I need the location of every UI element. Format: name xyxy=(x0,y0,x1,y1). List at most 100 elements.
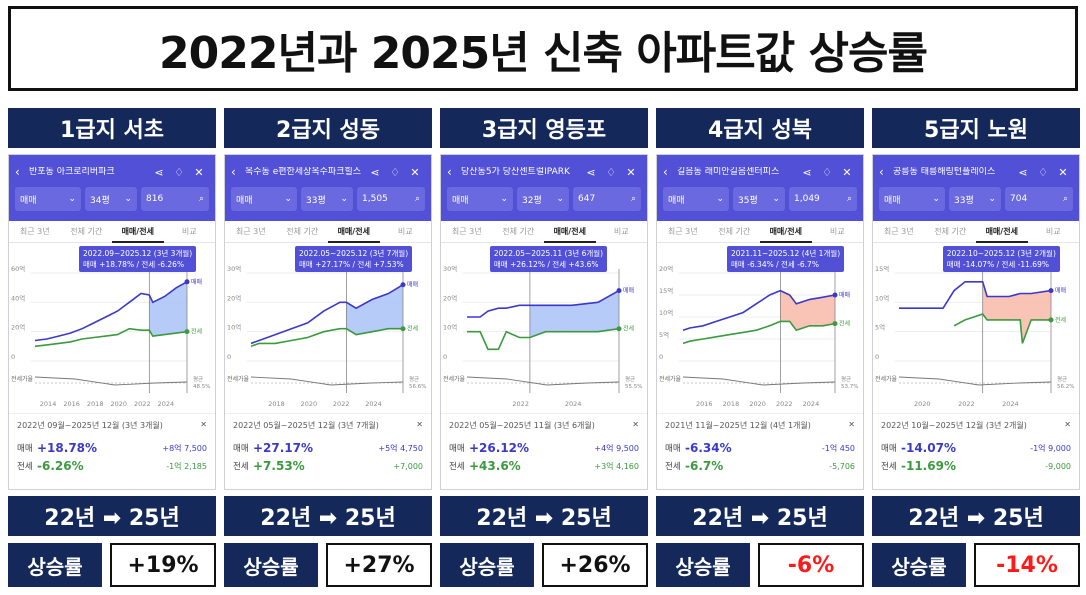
tab[interactable]: 최근 3년 xyxy=(19,226,50,236)
share-icon[interactable]: ⋖ xyxy=(370,165,380,179)
close-icon[interactable]: ✕ xyxy=(1058,165,1068,179)
share-icon[interactable]: ⋖ xyxy=(802,165,812,179)
trade-type-value: 매매 xyxy=(668,195,685,206)
sale-change-row: 매매 +27.17% +5억 4,750 xyxy=(233,439,423,457)
tab[interactable]: 전체 기간 xyxy=(502,226,535,236)
bell-icon[interactable]: ♢ xyxy=(174,165,184,179)
share-icon[interactable]: ⋖ xyxy=(1018,165,1028,179)
listings-search[interactable]: 816 ⌕ xyxy=(141,187,209,211)
range-fill-area xyxy=(149,281,187,337)
tab[interactable]: 매매/전세 xyxy=(112,221,164,243)
series-label: 전세 xyxy=(191,328,202,336)
close-icon[interactable]: ✕ xyxy=(842,165,852,179)
bell-icon[interactable]: ♢ xyxy=(390,165,400,179)
tab[interactable]: 전체 기간 xyxy=(934,226,967,236)
back-icon[interactable]: ‹ xyxy=(447,165,452,179)
close-icon[interactable]: ✕ xyxy=(200,420,207,429)
chevron-down-icon: ⌄ xyxy=(932,194,940,204)
bell-icon[interactable]: ♢ xyxy=(822,165,832,179)
trade-type-value: 매매 xyxy=(884,195,901,206)
tab[interactable]: 비교 xyxy=(397,226,413,236)
back-icon[interactable]: ‹ xyxy=(663,165,668,179)
series-label: 전세 xyxy=(1055,316,1066,324)
rate-row: 상승률 -6% xyxy=(656,543,864,587)
tab[interactable]: 비교 xyxy=(613,226,629,236)
jeonse-rate-line xyxy=(250,376,404,386)
rate-value: -14% xyxy=(974,543,1080,587)
listings-search[interactable]: 647 ⌕ xyxy=(573,187,641,211)
back-icon[interactable]: ‹ xyxy=(231,165,236,179)
change-summary: 2022년 10월~2025년 12월 (3년 2개월) ✕ 매매 -14.07% -1… xyxy=(873,413,1079,489)
back-icon[interactable]: ‹ xyxy=(879,165,884,179)
tab[interactable]: 비교 xyxy=(829,226,845,236)
x-tick-label: 2018 xyxy=(723,400,740,408)
share-icon[interactable]: ⋖ xyxy=(586,165,596,179)
jeonse-rate-line xyxy=(682,376,836,386)
y-tick-label: 10억 xyxy=(875,294,889,302)
series-end-point xyxy=(1048,288,1054,294)
tab[interactable]: 매매/전세 xyxy=(544,221,596,243)
x-tick-label: 2022 xyxy=(333,400,350,408)
series-label: 매매 xyxy=(407,281,418,289)
size-select[interactable]: 33평 ⌄ xyxy=(301,187,353,211)
listings-search[interactable]: 1,505 ⌕ xyxy=(357,187,425,211)
jeonse-change-pct: -6.7% xyxy=(685,459,724,473)
sale-label: 매매 xyxy=(665,444,681,454)
listings-search[interactable]: 1,049 ⌕ xyxy=(789,187,857,211)
tab[interactable]: 전체 기간 xyxy=(70,226,103,236)
size-select[interactable]: 32평 ⌄ xyxy=(517,187,569,211)
tooltip-values: 매매 +26.12% / 전세 +43.6% xyxy=(493,260,599,269)
size-select[interactable]: 35평 ⌄ xyxy=(733,187,785,211)
share-icon[interactable]: ⋖ xyxy=(154,165,164,179)
x-tick-label: 2020 xyxy=(110,400,127,408)
sale-change-amount: +5억 4,750 xyxy=(378,443,423,453)
tab[interactable]: 전체 기간 xyxy=(286,226,319,236)
tab[interactable]: 최근 3년 xyxy=(883,226,914,236)
close-icon[interactable]: ✕ xyxy=(848,420,855,429)
rate-label: 상승률 xyxy=(224,543,318,587)
trade-type-select[interactable]: 매매 ⌄ xyxy=(447,187,513,211)
apartment-name: 길음동 래미안길음센터피스 xyxy=(677,166,780,177)
jeonse-label: 전세 xyxy=(665,462,681,472)
sale-change-pct: -6.34% xyxy=(685,441,732,455)
trade-type-select[interactable]: 매매 ⌄ xyxy=(879,187,945,211)
tab[interactable]: 최근 3년 xyxy=(235,226,266,236)
tab[interactable]: 전체 기간 xyxy=(718,226,751,236)
rate-row: 상승률 +26% xyxy=(440,543,648,587)
trade-type-select[interactable]: 매매 ⌄ xyxy=(231,187,297,211)
close-icon[interactable]: ✕ xyxy=(626,165,636,179)
close-icon[interactable]: ✕ xyxy=(194,165,204,179)
summary-header: 2022년 10월~2025년 12월 (3년 2개월) ✕ xyxy=(881,420,1071,431)
avg-label: 평균 xyxy=(409,376,419,383)
sale-change-amount: -1억 450 xyxy=(821,443,855,453)
district-tier-header: 4급지 성북 xyxy=(656,108,864,148)
close-icon[interactable]: ✕ xyxy=(410,165,420,179)
close-icon[interactable]: ✕ xyxy=(1064,420,1071,429)
tab[interactable]: 매매/전세 xyxy=(328,221,380,243)
tab[interactable]: 최근 3년 xyxy=(667,226,698,236)
series-end-point xyxy=(616,326,622,332)
size-select[interactable]: 33평 ⌄ xyxy=(949,187,1001,211)
tab[interactable]: 최근 3년 xyxy=(451,226,482,236)
tab[interactable]: 비교 xyxy=(181,226,197,236)
tab[interactable]: 매매/전세 xyxy=(976,221,1028,243)
app-header: ‹ 길음동 래미안길음센터피스 ⋖ ♢ ✕ 매매 ⌄ 35평 ⌄ 1,049 ⌕ xyxy=(657,155,863,221)
tab[interactable]: 매매/전세 xyxy=(760,221,812,243)
trade-type-select[interactable]: 매매 ⌄ xyxy=(663,187,729,211)
trade-type-select[interactable]: 매매 ⌄ xyxy=(15,187,81,211)
jeonse-label: 전세 xyxy=(881,462,897,472)
bell-icon[interactable]: ♢ xyxy=(606,165,616,179)
jeonse-rate-label: 전세가율 xyxy=(11,375,34,383)
bell-icon[interactable]: ♢ xyxy=(1038,165,1048,179)
close-icon[interactable]: ✕ xyxy=(632,420,639,429)
close-icon[interactable]: ✕ xyxy=(416,420,423,429)
size-select[interactable]: 34평 ⌄ xyxy=(85,187,137,211)
series-label: 매매 xyxy=(623,287,634,295)
jeonse-change-pct: +7.53% xyxy=(253,459,305,473)
district-tier-header: 5급지 노원 xyxy=(872,108,1080,148)
jeonse-change-pct: +43.6% xyxy=(469,459,521,473)
back-icon[interactable]: ‹ xyxy=(15,165,20,179)
period-banner: 22년 ➡ 25년 xyxy=(440,496,648,536)
tab[interactable]: 비교 xyxy=(1045,226,1061,236)
listings-search[interactable]: 704 ⌕ xyxy=(1005,187,1073,211)
